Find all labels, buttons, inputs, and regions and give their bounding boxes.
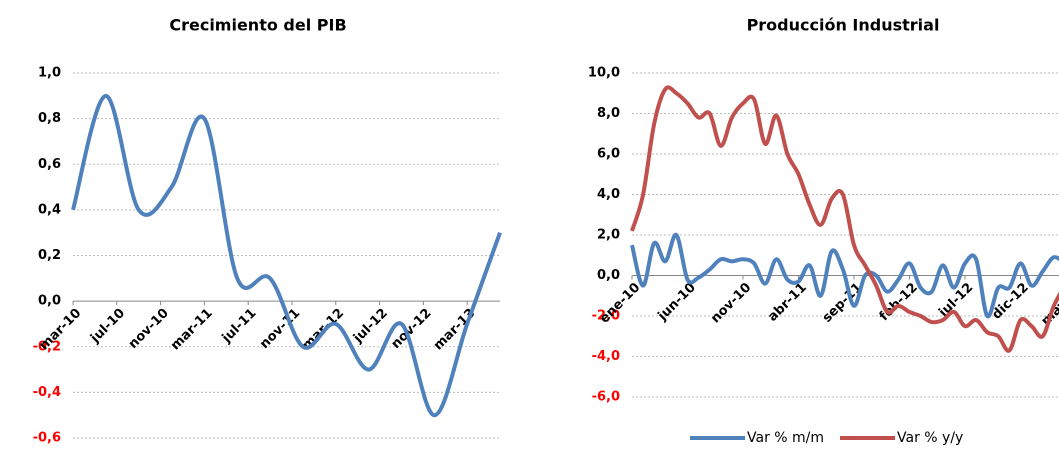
y-tick-label: 8,0: [597, 106, 620, 121]
y-tick-label: -2,0: [592, 309, 620, 324]
series-line: [630, 85, 1059, 353]
y-tick-label: -6,0: [592, 390, 620, 405]
y-tick-label: -0,6: [33, 431, 61, 446]
y-tick-label: 4,0: [597, 187, 620, 202]
x-tick-label: mar-11: [168, 306, 216, 354]
y-tick-label: 0,0: [38, 294, 61, 309]
series-line: [71, 93, 502, 418]
y-tick-label: -0,4: [33, 385, 61, 400]
y-tick-label: 10,0: [588, 66, 620, 81]
x-tick-label: abr-11: [765, 280, 810, 325]
chart-title: Producción Industrial: [747, 16, 940, 35]
series-line: [630, 232, 1059, 319]
y-tick-label: 6,0: [597, 147, 620, 162]
x-tick-label: ene-10: [597, 280, 643, 326]
x-tick-label: jul-11: [219, 306, 260, 347]
y-tick-label: 0,6: [38, 157, 61, 172]
y-tick-label: 2,0: [597, 228, 620, 243]
x-tick-label: nov-11: [257, 306, 303, 352]
x-tick-label: jul-10: [87, 306, 128, 347]
y-tick-label: 0,8: [38, 111, 61, 126]
y-tick-label: -0,2: [33, 339, 61, 354]
y-tick-label: 1,0: [38, 66, 61, 81]
y-tick-label: 0,4: [38, 202, 61, 217]
y-tick-label: 0,2: [38, 248, 61, 263]
chart-title: Crecimiento del PIB: [169, 16, 346, 35]
x-tick-label: nov-10: [126, 306, 172, 352]
x-tick-label: nov-10: [708, 280, 754, 326]
legend-label: Var % m/m: [747, 430, 824, 446]
x-tick-label: jun-10: [655, 280, 699, 324]
y-tick-label: -4,0: [592, 349, 620, 364]
legend-label: Var % y/y: [897, 430, 963, 446]
y-tick-label: 0,0: [597, 268, 620, 283]
